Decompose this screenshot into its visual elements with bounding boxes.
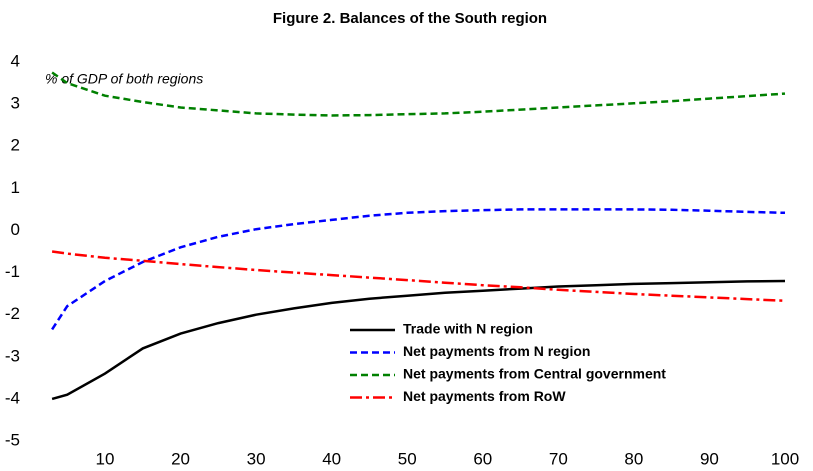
legend-label: Net payments from RoW — [403, 388, 566, 404]
chart-title: Figure 2. Balances of the South region — [273, 10, 547, 27]
x-tick-label: 60 — [473, 449, 492, 468]
x-tick-label: 90 — [700, 449, 719, 468]
x-tick-label: 30 — [247, 449, 266, 468]
x-tick-label: 50 — [398, 449, 417, 468]
x-tick-label: 100 — [771, 449, 799, 468]
legend-label: Trade with N region — [403, 321, 533, 337]
axis-annotation: % of GDP of both regions — [45, 71, 203, 87]
y-tick-label: 1 — [11, 178, 20, 197]
x-tick-label: 40 — [322, 449, 341, 468]
y-tick-label: 2 — [11, 136, 20, 155]
x-tick-label: 10 — [96, 449, 115, 468]
series-line — [51, 208, 786, 331]
x-tick-label: 20 — [171, 449, 190, 468]
y-tick-label: -5 — [5, 430, 20, 449]
y-tick-label: 0 — [11, 220, 20, 239]
y-tick-label: 3 — [11, 94, 20, 113]
series-line — [51, 279, 786, 401]
y-tick-label: -1 — [5, 262, 20, 281]
series-line — [51, 250, 786, 303]
y-tick-label: -2 — [5, 304, 20, 323]
legend-label: Net payments from N region — [403, 343, 590, 359]
x-tick-label: 70 — [549, 449, 568, 468]
legend-label: Net payments from Central government — [403, 366, 666, 382]
x-tick-label: 80 — [624, 449, 643, 468]
y-tick-label: -3 — [5, 346, 20, 365]
y-tick-label: -4 — [5, 388, 20, 407]
y-tick-label: 4 — [11, 51, 20, 70]
